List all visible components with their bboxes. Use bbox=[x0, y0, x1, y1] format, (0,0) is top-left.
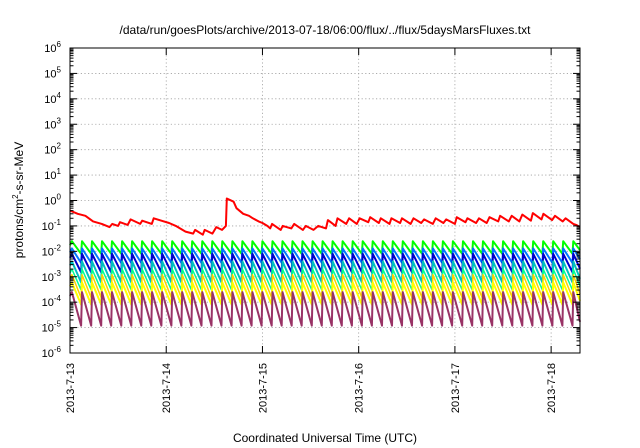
series-line-1 bbox=[69, 197, 581, 236]
x-axis-label: Coordinated Universal Time (UTC) bbox=[233, 431, 417, 445]
chart-title: /data/run/goesPlots/archive/2013-07-18/0… bbox=[120, 23, 532, 37]
y-tick-label: 10-1 bbox=[42, 218, 62, 233]
y-tick-label: 106 bbox=[44, 40, 61, 55]
x-tick-label: 2013-7-14 bbox=[161, 363, 173, 413]
series-line-5 bbox=[69, 260, 581, 284]
y-tick-label: 104 bbox=[44, 91, 61, 106]
y-tick-labels: 10-6 10-5 10-4 10-3 10-2 10-1 100 101 102 103 104 1… bbox=[42, 40, 62, 360]
series-line-4 bbox=[69, 252, 581, 274]
series-line-3 bbox=[69, 247, 581, 264]
y-axis-label: protons/cm2-s-sr-MeV bbox=[11, 142, 26, 258]
y-tick-label: 103 bbox=[44, 116, 61, 131]
axis-ticks bbox=[69, 47, 580, 354]
series-line-2 bbox=[69, 240, 581, 255]
x-tick-label: 2013-7-13 bbox=[65, 363, 77, 413]
x-tick-labels: 2013-7-13 2013-7-14 2013-7-15 2013-7-16 2013… bbox=[65, 363, 558, 413]
x-tick-label: 2013-7-15 bbox=[257, 363, 269, 413]
x-tick-label: 2013-7-17 bbox=[450, 363, 462, 413]
series-line-7 bbox=[69, 273, 581, 299]
y-tick-label: 101 bbox=[44, 167, 61, 182]
y-tick-label: 105 bbox=[44, 65, 61, 80]
y-axis-label-rest: -s-sr-MeV bbox=[12, 142, 26, 195]
y-tick-label: 10-6 bbox=[42, 345, 62, 360]
x-tick-label: 2013-7-18 bbox=[546, 363, 558, 413]
y-tick-label: 102 bbox=[44, 142, 61, 157]
y-tick-label: 10-2 bbox=[42, 243, 62, 258]
series-line-6 bbox=[69, 268, 581, 291]
series-line-9 bbox=[69, 291, 581, 327]
series-line-8 bbox=[69, 281, 581, 306]
y-tick-label: 10-4 bbox=[42, 294, 62, 309]
y-tick-label: 10-5 bbox=[42, 320, 62, 335]
y-axis-label-exp: 2 bbox=[11, 194, 20, 199]
y-axis-label-base: protons/cm bbox=[12, 199, 26, 258]
series-layer bbox=[69, 197, 581, 327]
x-tick-label: 2013-7-16 bbox=[354, 363, 366, 413]
y-tick-label: 10-3 bbox=[42, 269, 62, 284]
y-tick-label: 100 bbox=[44, 193, 61, 208]
